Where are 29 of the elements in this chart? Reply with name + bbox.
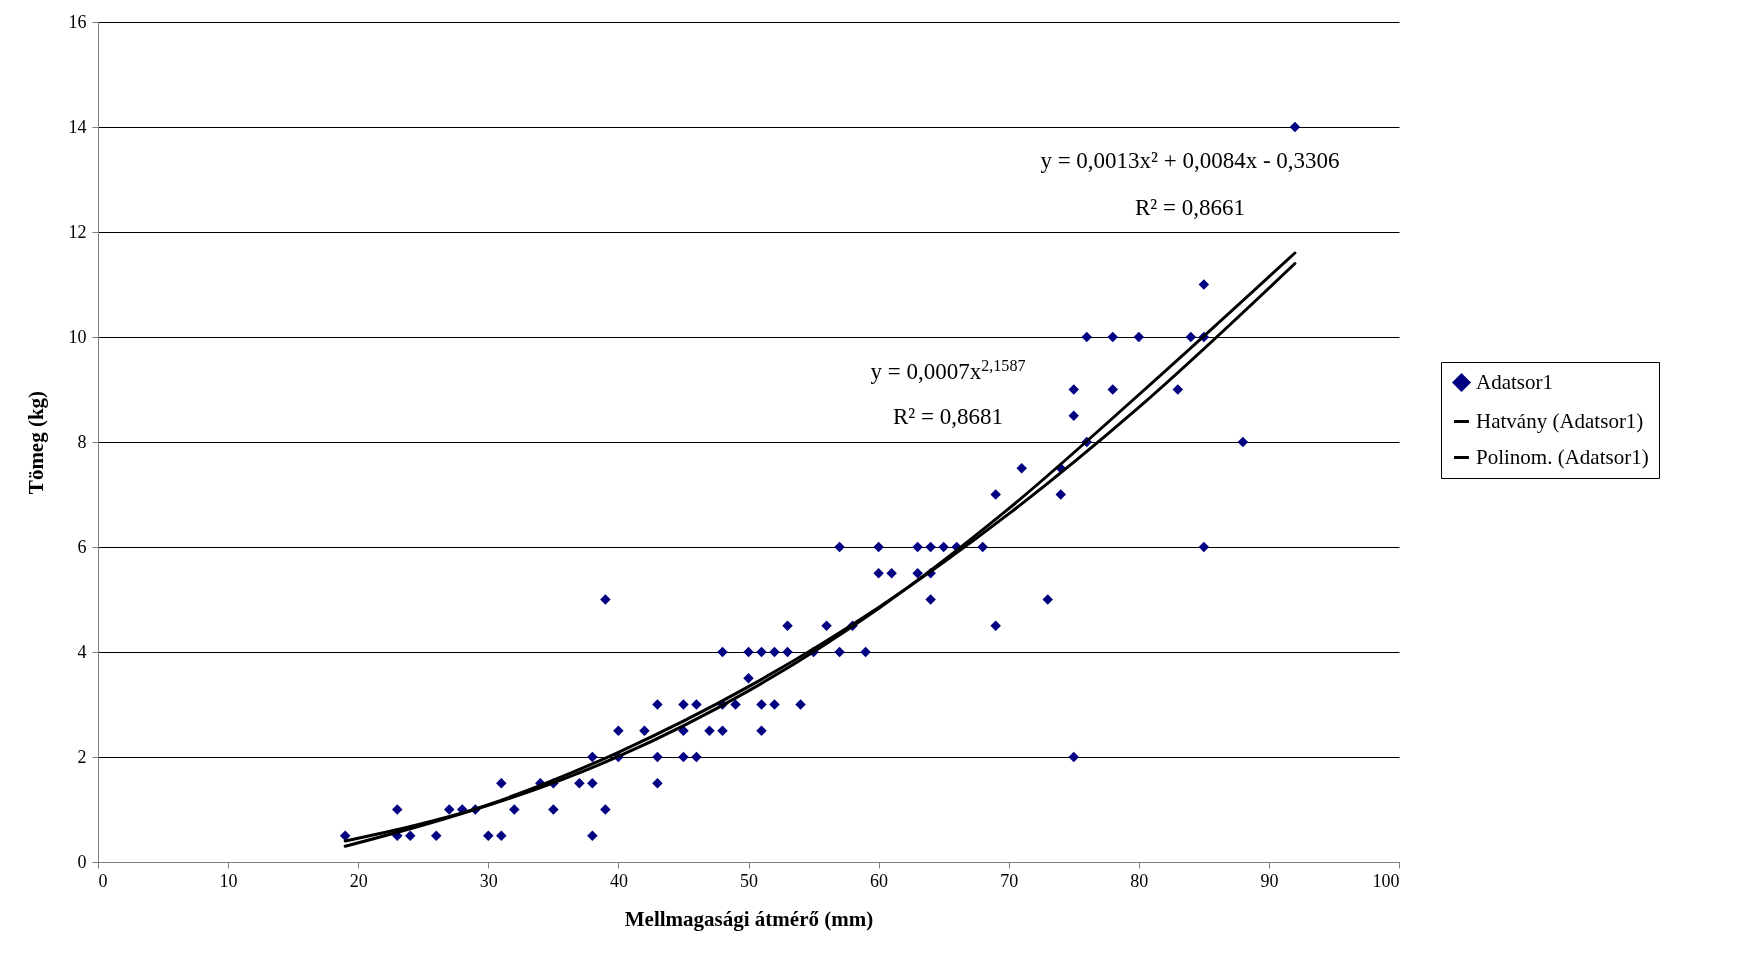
annotation: R² = 0,8681 (893, 404, 1003, 429)
annotation: y = 0,0013x² + 0,0084x - 0,3306 (1040, 148, 1340, 173)
x-tick-label: 60 (870, 870, 889, 891)
y-tick-label: 12 (68, 221, 87, 242)
y-tick-label: 16 (68, 11, 87, 32)
y-tick-label: 10 (68, 326, 87, 347)
x-tick-label: 10 (219, 870, 238, 891)
y-tick-label: 6 (77, 536, 87, 557)
annotation: y = 0,0007x$^{2,1587}$ (870, 356, 1026, 384)
y-axis-title: Tömeg (kg) (23, 390, 48, 495)
x-tick-label: 80 (1130, 870, 1149, 891)
x-tick-label: 90 (1260, 870, 1279, 891)
x-tick-label: 70 (1000, 870, 1019, 891)
x-axis-title: Mellmagasági átmérő (mm) (624, 906, 874, 931)
y-tick-label: 14 (68, 116, 87, 137)
legend-label: Hatvány (Adatsor1) (1476, 408, 1644, 433)
y-tick-label: 8 (77, 431, 87, 452)
annotation: R² = 0,8661 (1135, 195, 1245, 220)
y-tick-label: 0 (77, 851, 87, 872)
x-tick-label: 50 (740, 870, 758, 891)
y-tick-label: 2 (77, 746, 87, 767)
x-tick-label: 100 (1372, 870, 1400, 891)
x-tick-label: 20 (349, 870, 368, 891)
legend-label: Adatsor1 (1476, 369, 1553, 394)
y-tick-label: 4 (77, 641, 87, 662)
legend-label: Polinom. (Adatsor1) (1476, 444, 1649, 469)
x-tick-label: 40 (609, 870, 628, 891)
x-tick-label: 0 (98, 870, 108, 891)
x-tick-label: 30 (479, 870, 498, 891)
